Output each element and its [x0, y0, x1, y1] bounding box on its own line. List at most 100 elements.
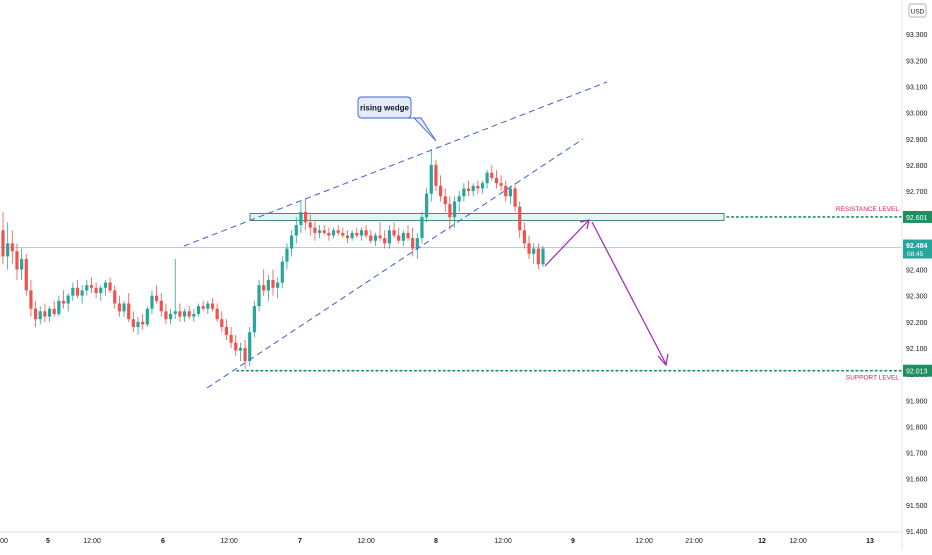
candle-body [415, 238, 419, 249]
candle-body [1, 230, 5, 257]
time-axis[interactable]: 00 5 12:00 6 12:00 7 12:00 8 12:00 9 12:00 21:00 12 1… [0, 531, 902, 545]
arrow-up-head [579, 219, 590, 230]
candle-body [182, 311, 187, 317]
currency-label: USD [911, 9, 925, 16]
candle-body [215, 308, 219, 320]
candle-body [364, 230, 368, 236]
candle-body [518, 206, 522, 231]
last-price-value: 92.484 [906, 243, 928, 250]
candle-body [359, 230, 364, 236]
candle-body [252, 306, 256, 333]
price-tick-label: 92.900 [906, 137, 928, 144]
candle-body [224, 327, 229, 335]
candle-body [532, 248, 536, 254]
candle-body [462, 188, 466, 197]
currency-badge [908, 3, 927, 18]
time-tick-label: 12:00 [494, 538, 512, 545]
price-tick-label: 91.400 [906, 529, 928, 536]
candle-body [257, 285, 261, 307]
candle-body [280, 261, 284, 283]
candle-body [499, 183, 503, 186]
candle-body [238, 347, 243, 351]
candle-body [541, 248, 545, 265]
candle-body [420, 217, 424, 239]
annotation: rising wedge [357, 96, 437, 142]
level-price-value: 92.013 [906, 369, 928, 376]
candle-body [327, 232, 331, 236]
wedge-lower-line [206, 138, 584, 389]
level-name: SUPPORT LEVEL [846, 375, 900, 382]
arrow-down-line [591, 221, 667, 365]
candle-body [285, 248, 289, 262]
callout-text: rising wedge [360, 104, 409, 113]
candle-body [457, 196, 461, 202]
arrow-down-head [657, 353, 669, 367]
candle-body [262, 285, 266, 291]
price-tick-label: 92.400 [906, 268, 928, 275]
price-tick-label: 91.900 [906, 398, 928, 405]
candle-body [47, 308, 52, 317]
candle-body [373, 235, 378, 241]
candle-body [504, 185, 508, 197]
resistance-zone [249, 213, 725, 221]
candle-body [10, 243, 14, 252]
candle-body [66, 295, 70, 304]
price-tick-label: 92.100 [906, 346, 928, 353]
candle-body [383, 238, 387, 244]
price-tick-label: 92.800 [906, 163, 928, 170]
time-tick-label: 12:00 [635, 538, 653, 545]
price-tick-label: 91.800 [906, 424, 928, 431]
price-tick-label: 91.700 [906, 451, 928, 458]
candle-body [331, 230, 336, 236]
candle-body [220, 319, 224, 328]
candle-body [178, 311, 182, 317]
candle-body [173, 311, 177, 314]
candle-body [387, 230, 391, 244]
candle-body [187, 311, 191, 317]
last-price-countdown: 08:45 [907, 251, 924, 258]
candle-body [117, 303, 121, 312]
candle-body [210, 303, 215, 309]
candle-body [406, 232, 410, 239]
time-tick-label: 12:00 [789, 538, 807, 545]
candle-body [290, 235, 294, 249]
candle-body [322, 230, 326, 233]
levels: RESISTANCE LEVEL SUPPORT LEVEL [236, 206, 903, 382]
level-price-value: 92.601 [906, 215, 928, 222]
candle-body [234, 342, 238, 351]
candle-body [494, 177, 499, 184]
candle-body [71, 287, 75, 296]
candle-body [345, 235, 350, 239]
candle-body [29, 290, 33, 309]
candle-body [127, 303, 131, 320]
candle-body [75, 287, 80, 296]
candle-body [378, 235, 382, 239]
time-tick-label: 5 [46, 538, 50, 545]
time-tick-label: 12 [758, 538, 766, 545]
candle-body [20, 259, 24, 270]
candle-body [350, 232, 354, 239]
time-tick-label: 13 [866, 538, 874, 545]
candle-body [341, 232, 345, 236]
candle-body [508, 188, 513, 197]
level-price-tag [903, 210, 932, 223]
candle-body [108, 282, 112, 291]
price-tick-label: 91.600 [906, 477, 928, 484]
candle-body [229, 334, 233, 343]
candle-body [313, 227, 317, 233]
price-tick-label: 92.700 [906, 189, 928, 196]
candle-body [113, 290, 117, 304]
time-tick-label: 9 [571, 538, 575, 545]
level-price-tag [903, 364, 932, 377]
candle-body [480, 183, 485, 189]
candle-body [299, 211, 303, 226]
candle-body [425, 193, 429, 218]
candle-body [471, 185, 475, 192]
candle-body [6, 243, 10, 257]
callout-bubble [357, 96, 437, 142]
candle-body [61, 300, 66, 304]
candle-body [33, 308, 38, 320]
candle-body [248, 332, 252, 362]
price-axis[interactable]: 93.300 93.200 93.100 93.000 92.900 92.800 92.7… [901, 0, 932, 550]
price-tick-label: 91.500 [906, 503, 928, 510]
